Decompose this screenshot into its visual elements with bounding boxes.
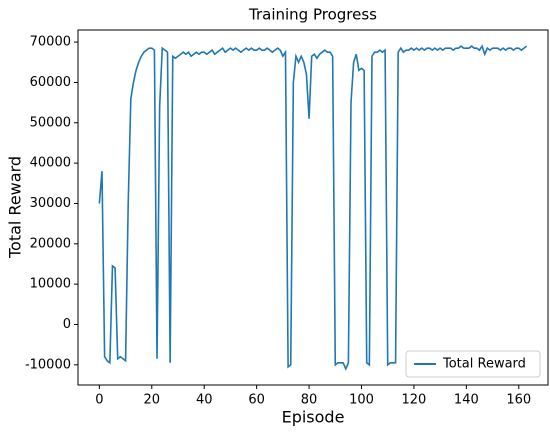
- x-tick-label: 120: [402, 393, 427, 408]
- x-tick-label: 20: [144, 393, 161, 408]
- y-tick-label: 50000: [30, 115, 71, 130]
- x-axis-label: Episode: [282, 408, 345, 427]
- y-tick-label: -10000: [25, 357, 71, 372]
- y-tick-label: 60000: [30, 75, 71, 90]
- x-tick-label: 0: [95, 393, 103, 408]
- x-tick-label: 100: [349, 393, 374, 408]
- y-tick-label: 0: [63, 317, 71, 332]
- plot-frame: [77, 29, 549, 386]
- y-tick-label: 40000: [30, 156, 71, 171]
- legend-label: Total Reward: [442, 357, 526, 372]
- x-tick-label: 60: [248, 393, 265, 408]
- chart-title: Training Progress: [248, 6, 377, 24]
- x-tick-label: 140: [454, 393, 479, 408]
- y-axis-label: Total Reward: [6, 156, 25, 259]
- y-tick-label: 10000: [30, 277, 71, 292]
- y-tick-label: 20000: [30, 236, 71, 251]
- y-tick-label: 30000: [30, 196, 71, 211]
- x-tick-label: 160: [506, 393, 531, 408]
- y-tick-label: 70000: [30, 35, 71, 50]
- x-tick-label: 80: [301, 393, 318, 408]
- x-tick-label: 40: [196, 393, 213, 408]
- line: [98, 44, 528, 371]
- legend-box: [405, 350, 541, 378]
